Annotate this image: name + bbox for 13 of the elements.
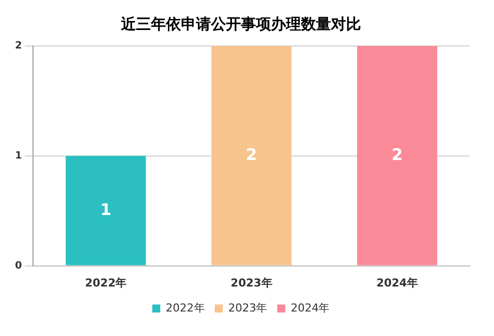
y-tick-label: 1 <box>14 150 22 162</box>
x-tick-label: 2024年 <box>376 276 418 290</box>
data-label: 2 <box>246 144 258 164</box>
legend-label: 2023年 <box>228 301 268 314</box>
y-tick-label: 2 <box>14 40 22 52</box>
data-label: 2 <box>392 144 403 164</box>
data-label: 1 <box>100 200 112 219</box>
x-tick-label: 2023年 <box>230 276 272 290</box>
legend-label: 2022年 <box>166 301 205 314</box>
y-tick-label: 0 <box>14 260 22 272</box>
x-tick-label: 2022年 <box>84 276 127 290</box>
legend-label: 2024年 <box>290 301 330 314</box>
chart-title: 近三年依申请公开事项办理数量对比 <box>120 14 361 33</box>
